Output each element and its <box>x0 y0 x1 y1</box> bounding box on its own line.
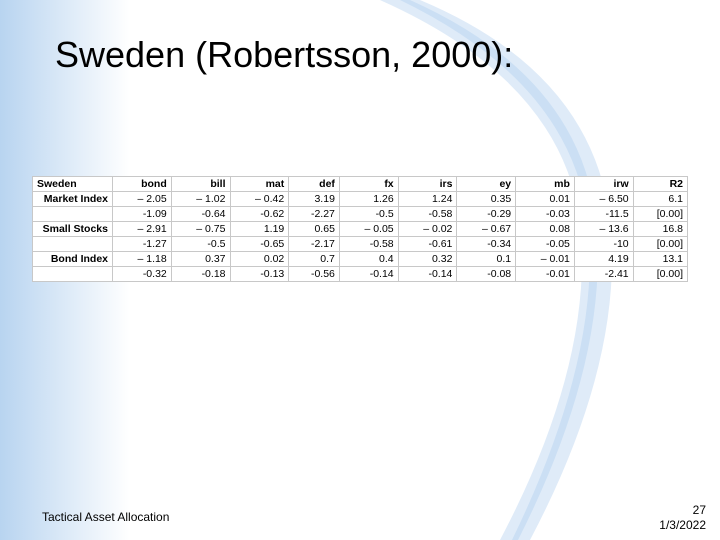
table-row: Small Stocks– 2.91– 0.751.190.65– 0.05– … <box>33 222 688 237</box>
table-row: -0.32-0.18-0.13-0.56-0.14-0.14-0.08-0.01… <box>33 267 688 282</box>
row-label-empty <box>33 267 113 282</box>
table-cell: -0.34 <box>457 237 516 252</box>
table-cell: -0.56 <box>289 267 340 282</box>
col-def: def <box>289 177 340 192</box>
table-cell: 6.1 <box>633 192 687 207</box>
table-row: Market Index– 2.05– 1.02– 0.423.191.261.… <box>33 192 688 207</box>
table-cell: [0.00] <box>633 267 687 282</box>
page-number: 27 <box>659 503 706 517</box>
table-cell: -0.08 <box>457 267 516 282</box>
table-cell: -0.61 <box>398 237 457 252</box>
col-bond: bond <box>113 177 172 192</box>
table-cell: -0.64 <box>171 207 230 222</box>
table-cell: -0.5 <box>339 207 398 222</box>
table-cell: -0.62 <box>230 207 289 222</box>
row-label: Small Stocks <box>33 222 113 237</box>
table-cell: -0.03 <box>516 207 575 222</box>
col-irs: irs <box>398 177 457 192</box>
col-mat: mat <box>230 177 289 192</box>
table-cell: -0.58 <box>339 237 398 252</box>
table-cell: -0.58 <box>398 207 457 222</box>
table-cell: – 2.91 <box>113 222 172 237</box>
slide: Sweden (Robertsson, 2000): Sweden bond b… <box>0 0 720 540</box>
table-cell: 0.7 <box>289 252 340 267</box>
table-cell: -0.13 <box>230 267 289 282</box>
row-label-empty <box>33 207 113 222</box>
table-cell: -1.27 <box>113 237 172 252</box>
table-cell: -0.65 <box>230 237 289 252</box>
col-mb: mb <box>516 177 575 192</box>
table-cell: -0.29 <box>457 207 516 222</box>
table-cell: – 1.18 <box>113 252 172 267</box>
table-cell: -10 <box>574 237 633 252</box>
table-cell: -0.5 <box>171 237 230 252</box>
table-corner: Sweden <box>33 177 113 192</box>
table-cell: 0.1 <box>457 252 516 267</box>
table-cell: – 0.67 <box>457 222 516 237</box>
table-cell: -0.05 <box>516 237 575 252</box>
row-label: Market Index <box>33 192 113 207</box>
table-cell: [0.00] <box>633 237 687 252</box>
table-cell: 0.01 <box>516 192 575 207</box>
table-cell: -0.14 <box>339 267 398 282</box>
table-cell: – 0.05 <box>339 222 398 237</box>
table-cell: -1.09 <box>113 207 172 222</box>
data-table-wrap: Sweden bond bill mat def fx irs ey mb ir… <box>32 176 688 282</box>
table-cell: -2.41 <box>574 267 633 282</box>
table-cell: -0.14 <box>398 267 457 282</box>
table-cell: 0.37 <box>171 252 230 267</box>
table-cell: – 0.42 <box>230 192 289 207</box>
table-cell: 4.19 <box>574 252 633 267</box>
table-cell: 0.32 <box>398 252 457 267</box>
table-cell: -2.17 <box>289 237 340 252</box>
table-cell: 1.19 <box>230 222 289 237</box>
table-cell: – 0.75 <box>171 222 230 237</box>
table-cell: 0.02 <box>230 252 289 267</box>
table-body: Market Index– 2.05– 1.02– 0.423.191.261.… <box>33 192 688 282</box>
footer-date: 1/3/2022 <box>659 518 706 532</box>
table-row: -1.09-0.64-0.62-2.27-0.5-0.58-0.29-0.03-… <box>33 207 688 222</box>
footer-label: Tactical Asset Allocation <box>42 510 169 524</box>
row-label: Bond Index <box>33 252 113 267</box>
footer-meta: 27 1/3/2022 <box>659 503 706 532</box>
col-ey: ey <box>457 177 516 192</box>
table-cell: – 0.01 <box>516 252 575 267</box>
table-row: -1.27-0.5-0.65-2.17-0.58-0.61-0.34-0.05-… <box>33 237 688 252</box>
table-cell: -0.18 <box>171 267 230 282</box>
table-cell: 0.4 <box>339 252 398 267</box>
table-cell: 3.19 <box>289 192 340 207</box>
col-r2: R2 <box>633 177 687 192</box>
table-cell: – 1.02 <box>171 192 230 207</box>
col-irw: irw <box>574 177 633 192</box>
table-cell: 13.1 <box>633 252 687 267</box>
table-row: Bond Index– 1.180.370.020.70.40.320.1– 0… <box>33 252 688 267</box>
slide-title: Sweden (Robertsson, 2000): <box>55 34 513 76</box>
col-fx: fx <box>339 177 398 192</box>
table-cell: 0.08 <box>516 222 575 237</box>
table-cell: -11.5 <box>574 207 633 222</box>
table-cell: -0.32 <box>113 267 172 282</box>
table-cell: 16.8 <box>633 222 687 237</box>
table-cell: – 0.02 <box>398 222 457 237</box>
table-header-row: Sweden bond bill mat def fx irs ey mb ir… <box>33 177 688 192</box>
row-label-empty <box>33 237 113 252</box>
table-cell: 1.24 <box>398 192 457 207</box>
data-table: Sweden bond bill mat def fx irs ey mb ir… <box>32 176 688 282</box>
table-cell: 0.35 <box>457 192 516 207</box>
table-cell: – 13.6 <box>574 222 633 237</box>
table-cell: – 6.50 <box>574 192 633 207</box>
table-cell: 1.26 <box>339 192 398 207</box>
table-cell: -0.01 <box>516 267 575 282</box>
table-cell: 0.65 <box>289 222 340 237</box>
col-bill: bill <box>171 177 230 192</box>
table-cell: – 2.05 <box>113 192 172 207</box>
table-cell: -2.27 <box>289 207 340 222</box>
table-cell: [0.00] <box>633 207 687 222</box>
